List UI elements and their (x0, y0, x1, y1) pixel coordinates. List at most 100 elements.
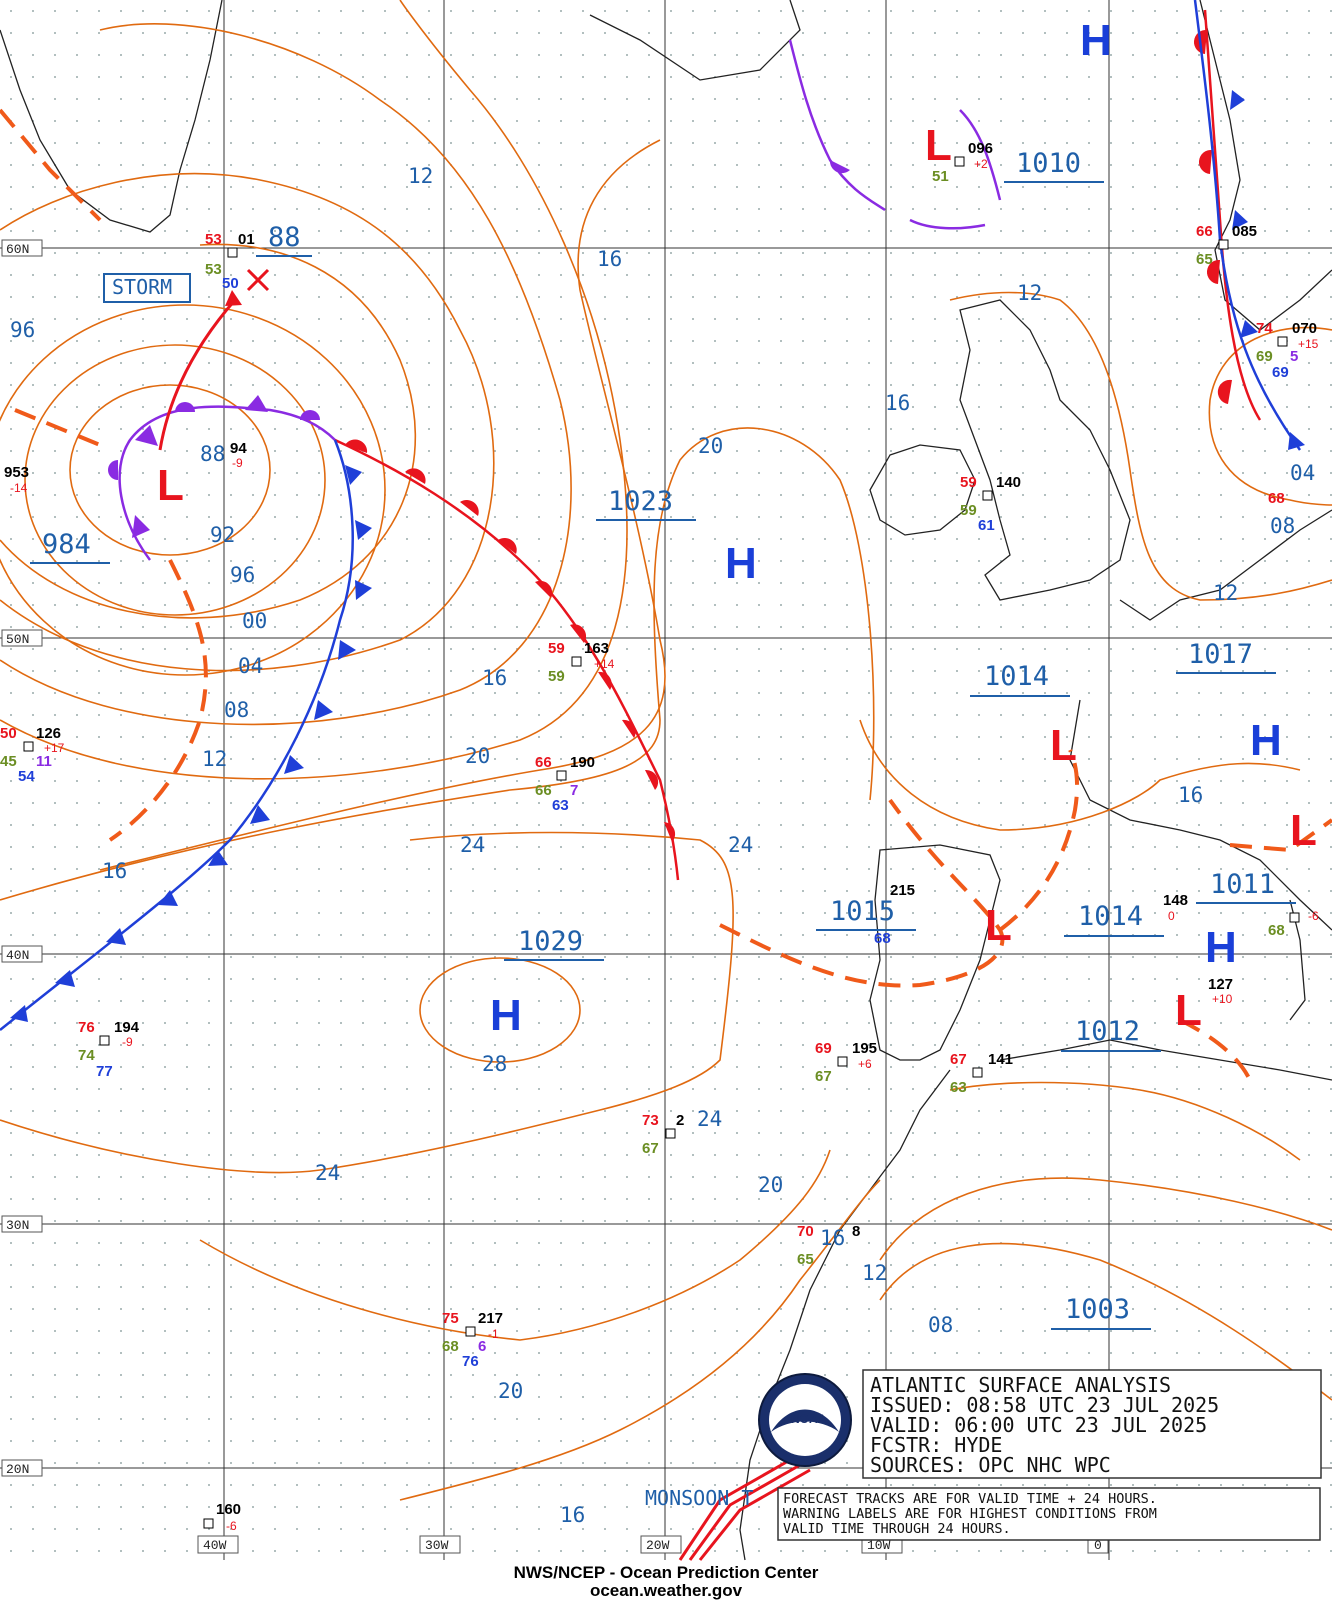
low-symbol-storm: L (157, 461, 184, 510)
svg-text:92: 92 (210, 523, 235, 547)
svg-text:08: 08 (224, 698, 249, 722)
svg-text:59: 59 (548, 668, 565, 685)
station-obs: 59 163 59 +14 (548, 640, 615, 685)
svg-text:59: 59 (960, 502, 977, 519)
isobar-988 (69, 384, 271, 556)
svg-text:68: 68 (874, 930, 891, 947)
station-obs: 76 194 74 -9 77 (78, 1019, 140, 1080)
high-symbol-azores-north: H (725, 539, 757, 588)
svg-text:096: 096 (968, 140, 993, 157)
station-obs: 66 085 65 (1196, 223, 1257, 268)
svg-text:16: 16 (1178, 783, 1203, 807)
svg-text:24: 24 (697, 1107, 722, 1131)
svg-text:00: 00 (242, 609, 267, 633)
high-symbol-norway: H (1080, 16, 1112, 65)
lat-label-20n: 20N (6, 1462, 29, 1477)
lon-label-30w: 30W (425, 1538, 449, 1553)
isobar-1004 (0, 172, 495, 672)
svg-text:12: 12 (1017, 281, 1042, 305)
occluded-front-symbols (108, 160, 850, 538)
svg-text:8: 8 (852, 1223, 860, 1240)
svg-text:20: 20 (758, 1173, 783, 1197)
isobars (0, 0, 1332, 1501)
svg-text:04: 04 (1290, 461, 1315, 485)
svg-text:67: 67 (950, 1051, 967, 1068)
norway-coast (1199, 0, 1332, 331)
isobar-1000 (0, 243, 417, 619)
isobar-1024 (0, 831, 734, 1174)
svg-text:61: 61 (978, 517, 995, 534)
noaa-logo: NOAA (758, 1373, 852, 1467)
svg-text:67: 67 (642, 1140, 659, 1157)
isobar-1008-south (879, 1242, 1332, 1401)
forecast-positions (246, 268, 270, 292)
svg-text:+17: +17 (44, 741, 65, 755)
svg-text:24: 24 (728, 833, 753, 857)
svg-text:6: 6 (478, 1338, 486, 1355)
svg-text:08: 08 (928, 1313, 953, 1337)
svg-text:5: 5 (1290, 348, 1298, 365)
svg-text:163: 163 (584, 640, 609, 657)
lon-label-0: 0 (1094, 1538, 1102, 1553)
svg-text:59: 59 (548, 640, 565, 657)
svg-text:+6: +6 (858, 1057, 872, 1071)
svg-text:16: 16 (560, 1503, 585, 1527)
svg-text:65: 65 (797, 1251, 814, 1268)
svg-text:67: 67 (815, 1068, 832, 1085)
svg-text:54: 54 (18, 768, 35, 785)
svg-text:68: 68 (1268, 922, 1285, 939)
station-obs: 74 070 69 +15 5 69 (1256, 320, 1319, 381)
svg-text:148: 148 (1163, 892, 1188, 909)
info-title: ATLANTIC SURFACE ANALYSIS (870, 1373, 1171, 1397)
occluded-front-ne (959, 109, 1002, 201)
station-obs: 70 8 65 (797, 1223, 860, 1268)
storm-warning-label: STORM (103, 273, 191, 303)
svg-text:-6: -6 (1308, 909, 1319, 923)
warm-front-norway (1203, 9, 1262, 421)
svg-text:50: 50 (222, 275, 239, 292)
station-obs: 66 190 66 7 63 (535, 754, 595, 814)
low-symbol-med: L (1175, 986, 1202, 1035)
pressure-label-1011: 1011 (1210, 869, 1275, 900)
footer: NWS/NCEP - Ocean Prediction Center ocean… (514, 1563, 819, 1600)
svg-text:217: 217 (478, 1310, 503, 1327)
latitude-labels: 60N 50N 40N 30N 20N (1, 239, 43, 1477)
svg-text:53: 53 (205, 231, 222, 248)
forecast-note-box: FORECAST TRACKS ARE FOR VALID TIME + 24 … (777, 1487, 1321, 1541)
svg-text:68: 68 (1268, 490, 1285, 507)
info-sources: SOURCES: OPC NHC WPC (870, 1453, 1111, 1477)
station-observations: 53 01 53 50 94 -9 953 -14 50 126 45 +17 … (0, 140, 1319, 1533)
svg-text:76: 76 (462, 1353, 479, 1370)
isobar-1012-south (879, 1177, 1332, 1261)
svg-text:04: 04 (238, 654, 263, 678)
lat-label-30n: 30N (6, 1218, 29, 1233)
svg-text:69: 69 (1272, 364, 1289, 381)
trough-iceland-coast (0, 108, 102, 222)
station-obs: 94 -9 (230, 440, 247, 470)
svg-text:VALID TIME THROUGH 24 HOURS.: VALID TIME THROUGH 24 HOURS. (783, 1521, 1011, 1537)
lon-label-20w: 20W (646, 1538, 670, 1553)
svg-text:63: 63 (950, 1079, 967, 1096)
cold-front-symbols (10, 90, 1305, 1022)
svg-text:96: 96 (230, 563, 255, 587)
svg-text:-14: -14 (10, 481, 28, 495)
station-obs: 75 217 68 -1 6 76 (442, 1310, 503, 1370)
station-obs: 096 51 +2 (932, 140, 993, 185)
svg-text:69: 69 (1256, 348, 1273, 365)
svg-text:50: 50 (0, 725, 17, 742)
pressure-label-1015: 1015 (830, 896, 895, 927)
svg-text:16: 16 (482, 666, 507, 690)
footer-url: ocean.weather.gov (590, 1581, 743, 1600)
svg-text:140: 140 (996, 474, 1021, 491)
occluded-front-north (788, 39, 886, 212)
svg-text:12: 12 (1213, 581, 1238, 605)
info-issued: ISSUED: 08:58 UTC 23 JUL 2025 (870, 1393, 1219, 1417)
svg-text:16: 16 (102, 859, 127, 883)
svg-text:-6: -6 (226, 1519, 237, 1533)
svg-text:+10: +10 (1212, 992, 1233, 1006)
isobar-1028 (419, 957, 581, 1063)
svg-text:194: 194 (114, 1019, 140, 1036)
analysis-info-box: ATLANTIC SURFACE ANALYSIS ISSUED: 08:58 … (862, 1369, 1322, 1479)
lat-label-50n: 50N (6, 632, 29, 647)
